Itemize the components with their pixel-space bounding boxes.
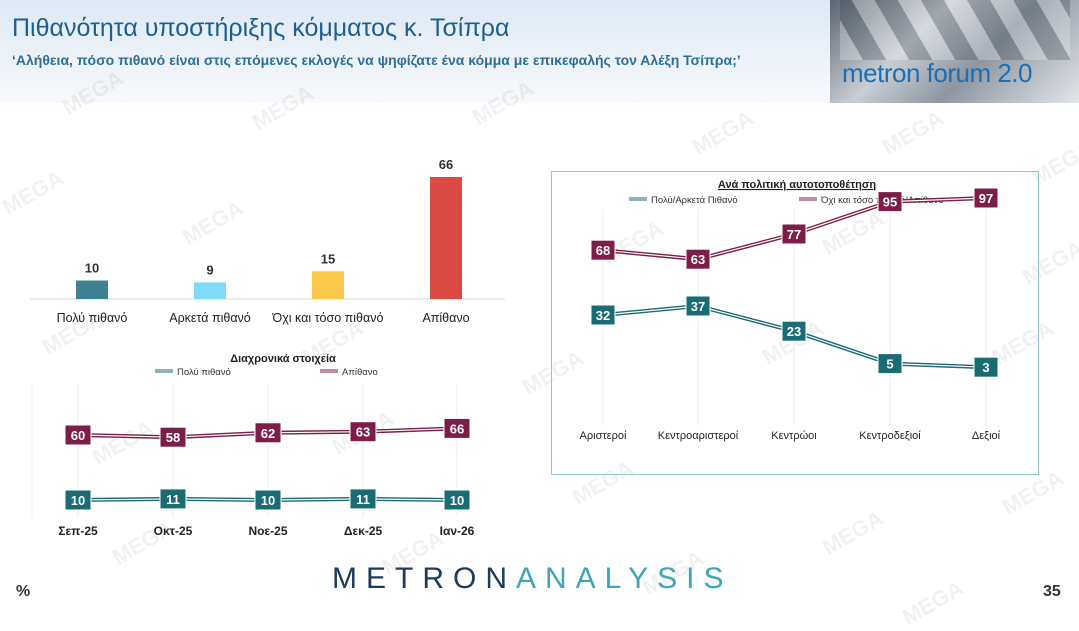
x-axis-label: Κεντροδεξιοί: [859, 430, 921, 442]
legend-label: Απίθανο: [342, 367, 378, 378]
data-label: 62: [261, 426, 275, 441]
data-label: 68: [596, 243, 610, 258]
x-axis-label: Κεντροαριστεροί: [658, 430, 739, 442]
brand-part2: ANALYSIS: [516, 562, 733, 595]
data-point: [877, 191, 903, 213]
data-point: [349, 421, 377, 443]
legend-label: Πολύ/Αρκετά Πιθανό: [651, 195, 738, 206]
bar-chart: 10 Πολύ πιθανό 9 Αρκετά πιθανό 15 Όχι και τόσ…: [30, 157, 505, 325]
bar: [430, 177, 462, 299]
bar-category-label: Όχι και τόσο πιθανό: [272, 311, 384, 325]
metron-forum-logo: metron forum 2.0: [830, 0, 1079, 103]
x-axis-label: Αριστεροί: [580, 430, 627, 442]
data-label: 37: [691, 299, 705, 314]
data-label: 66: [450, 421, 464, 436]
data-label: 77: [787, 227, 801, 242]
data-point: [973, 356, 999, 378]
data-label: 11: [166, 492, 180, 507]
percent-sign: %: [16, 583, 31, 600]
data-point: [781, 320, 807, 342]
data-point: [254, 489, 282, 511]
trend-chart: Διαχρονικά στοιχεία Πολύ πιθανό Απίθανο Σεπ…: [31, 353, 475, 538]
x-axis-label: Οκτ-25: [154, 524, 193, 538]
data-label: 5: [886, 357, 893, 372]
data-label: 11: [356, 492, 370, 507]
data-point: [254, 422, 282, 444]
data-point: [159, 426, 187, 448]
data-label: 10: [261, 493, 275, 508]
data-label: 63: [356, 425, 370, 440]
page-number: 35: [1043, 583, 1061, 600]
chart-title: Ανά πολιτική αυτοτοποθέτηση: [718, 179, 876, 191]
bar: [76, 280, 108, 299]
data-label: 58: [166, 430, 180, 445]
data-point: [973, 187, 999, 209]
x-axis-label: Δεξιοί: [972, 430, 1001, 442]
data-label: 10: [450, 493, 464, 508]
data-point: [590, 239, 616, 261]
slide-title: Πιθανότητα υποστήριξης κόμματος κ. Τσίπρ…: [12, 14, 510, 42]
data-point: [443, 489, 471, 511]
mega-watermark: MEGA: [897, 575, 968, 630]
slide-header: Πιθανότητα υποστήριξης κόμματος κ. Τσίπρ…: [0, 0, 1079, 103]
brand-part1: METRON: [332, 562, 516, 595]
bar-value-label: 15: [321, 251, 335, 266]
data-label: 10: [71, 493, 85, 508]
data-point: [159, 488, 187, 510]
data-point: [349, 488, 377, 510]
bar: [312, 271, 344, 299]
x-axis-label: Νοε-25: [248, 524, 287, 538]
x-axis-label: Κεντρώοι: [771, 430, 817, 442]
ideology-chart-frame: [551, 171, 1039, 475]
data-label: 32: [596, 308, 610, 323]
data-label: 23: [787, 324, 801, 339]
chart-title: Διαχρονικά στοιχεία: [230, 353, 336, 365]
logo-text: metron forum 2.0: [842, 58, 1032, 88]
data-label: 97: [979, 191, 993, 206]
x-axis-label: Ιαν-26: [440, 524, 475, 538]
data-point: [64, 424, 92, 446]
bar-value-label: 10: [85, 261, 99, 276]
x-axis-label: Σεπ-25: [58, 524, 98, 538]
data-point: [685, 295, 711, 317]
bar: [194, 282, 226, 299]
legend-label: Πολύ πιθανό: [177, 367, 231, 378]
mega-watermark: MEGA: [687, 105, 758, 160]
bar-value-label: 66: [439, 157, 453, 172]
question-text: ‘Αλήθεια, πόσο πιθανό είναι στις επόμενε…: [12, 52, 741, 68]
data-point: [590, 304, 616, 326]
data-point: [64, 489, 92, 511]
bar-category-label: Απίθανο: [422, 311, 469, 325]
bar-value-label: 9: [206, 262, 213, 277]
building-photo: [840, 0, 1070, 60]
data-label: 3: [982, 360, 989, 375]
mega-watermark: MEGA: [817, 505, 888, 560]
data-label: 63: [691, 252, 705, 267]
metron-analysis-logo: METRONANALYSIS: [332, 562, 733, 596]
data-point: [781, 223, 807, 245]
bar-category-label: Πολύ πιθανό: [57, 311, 128, 325]
ideology-chart: Ανά πολιτική αυτοτοποθέτηση Πολύ/Αρκετά Π…: [580, 179, 1001, 442]
data-point: [877, 353, 903, 375]
data-label: 95: [883, 195, 897, 210]
x-axis-label: Δεκ-25: [344, 524, 383, 538]
mega-watermark: MEGA: [877, 105, 948, 160]
data-point: [443, 417, 471, 439]
bar-category-label: Αρκετά πιθανό: [169, 311, 251, 325]
data-label: 60: [71, 428, 85, 443]
data-point: [685, 248, 711, 270]
